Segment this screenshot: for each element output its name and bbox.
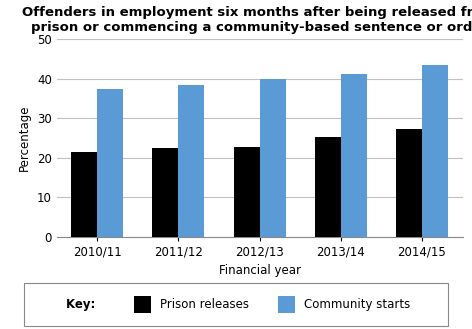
Bar (396, 129, 422, 237)
Bar (97, 89, 123, 237)
Bar (152, 148, 178, 237)
Text: Community starts: Community starts (304, 298, 410, 311)
Bar (260, 79, 286, 237)
X-axis label: Financial year: Financial year (219, 265, 301, 277)
Text: Prison releases: Prison releases (160, 298, 249, 311)
FancyBboxPatch shape (278, 296, 295, 313)
FancyBboxPatch shape (134, 296, 151, 313)
Y-axis label: Percentage: Percentage (18, 105, 31, 171)
FancyBboxPatch shape (24, 283, 448, 326)
Title: Offenders in employment six months after being released from
prison or commencin: Offenders in employment six months after… (23, 6, 472, 34)
Bar (422, 65, 448, 237)
Bar (71, 152, 97, 237)
Bar (315, 137, 341, 237)
Bar (178, 85, 204, 237)
Bar (234, 147, 260, 237)
Bar (341, 74, 367, 237)
Text: Key:: Key: (66, 298, 108, 311)
